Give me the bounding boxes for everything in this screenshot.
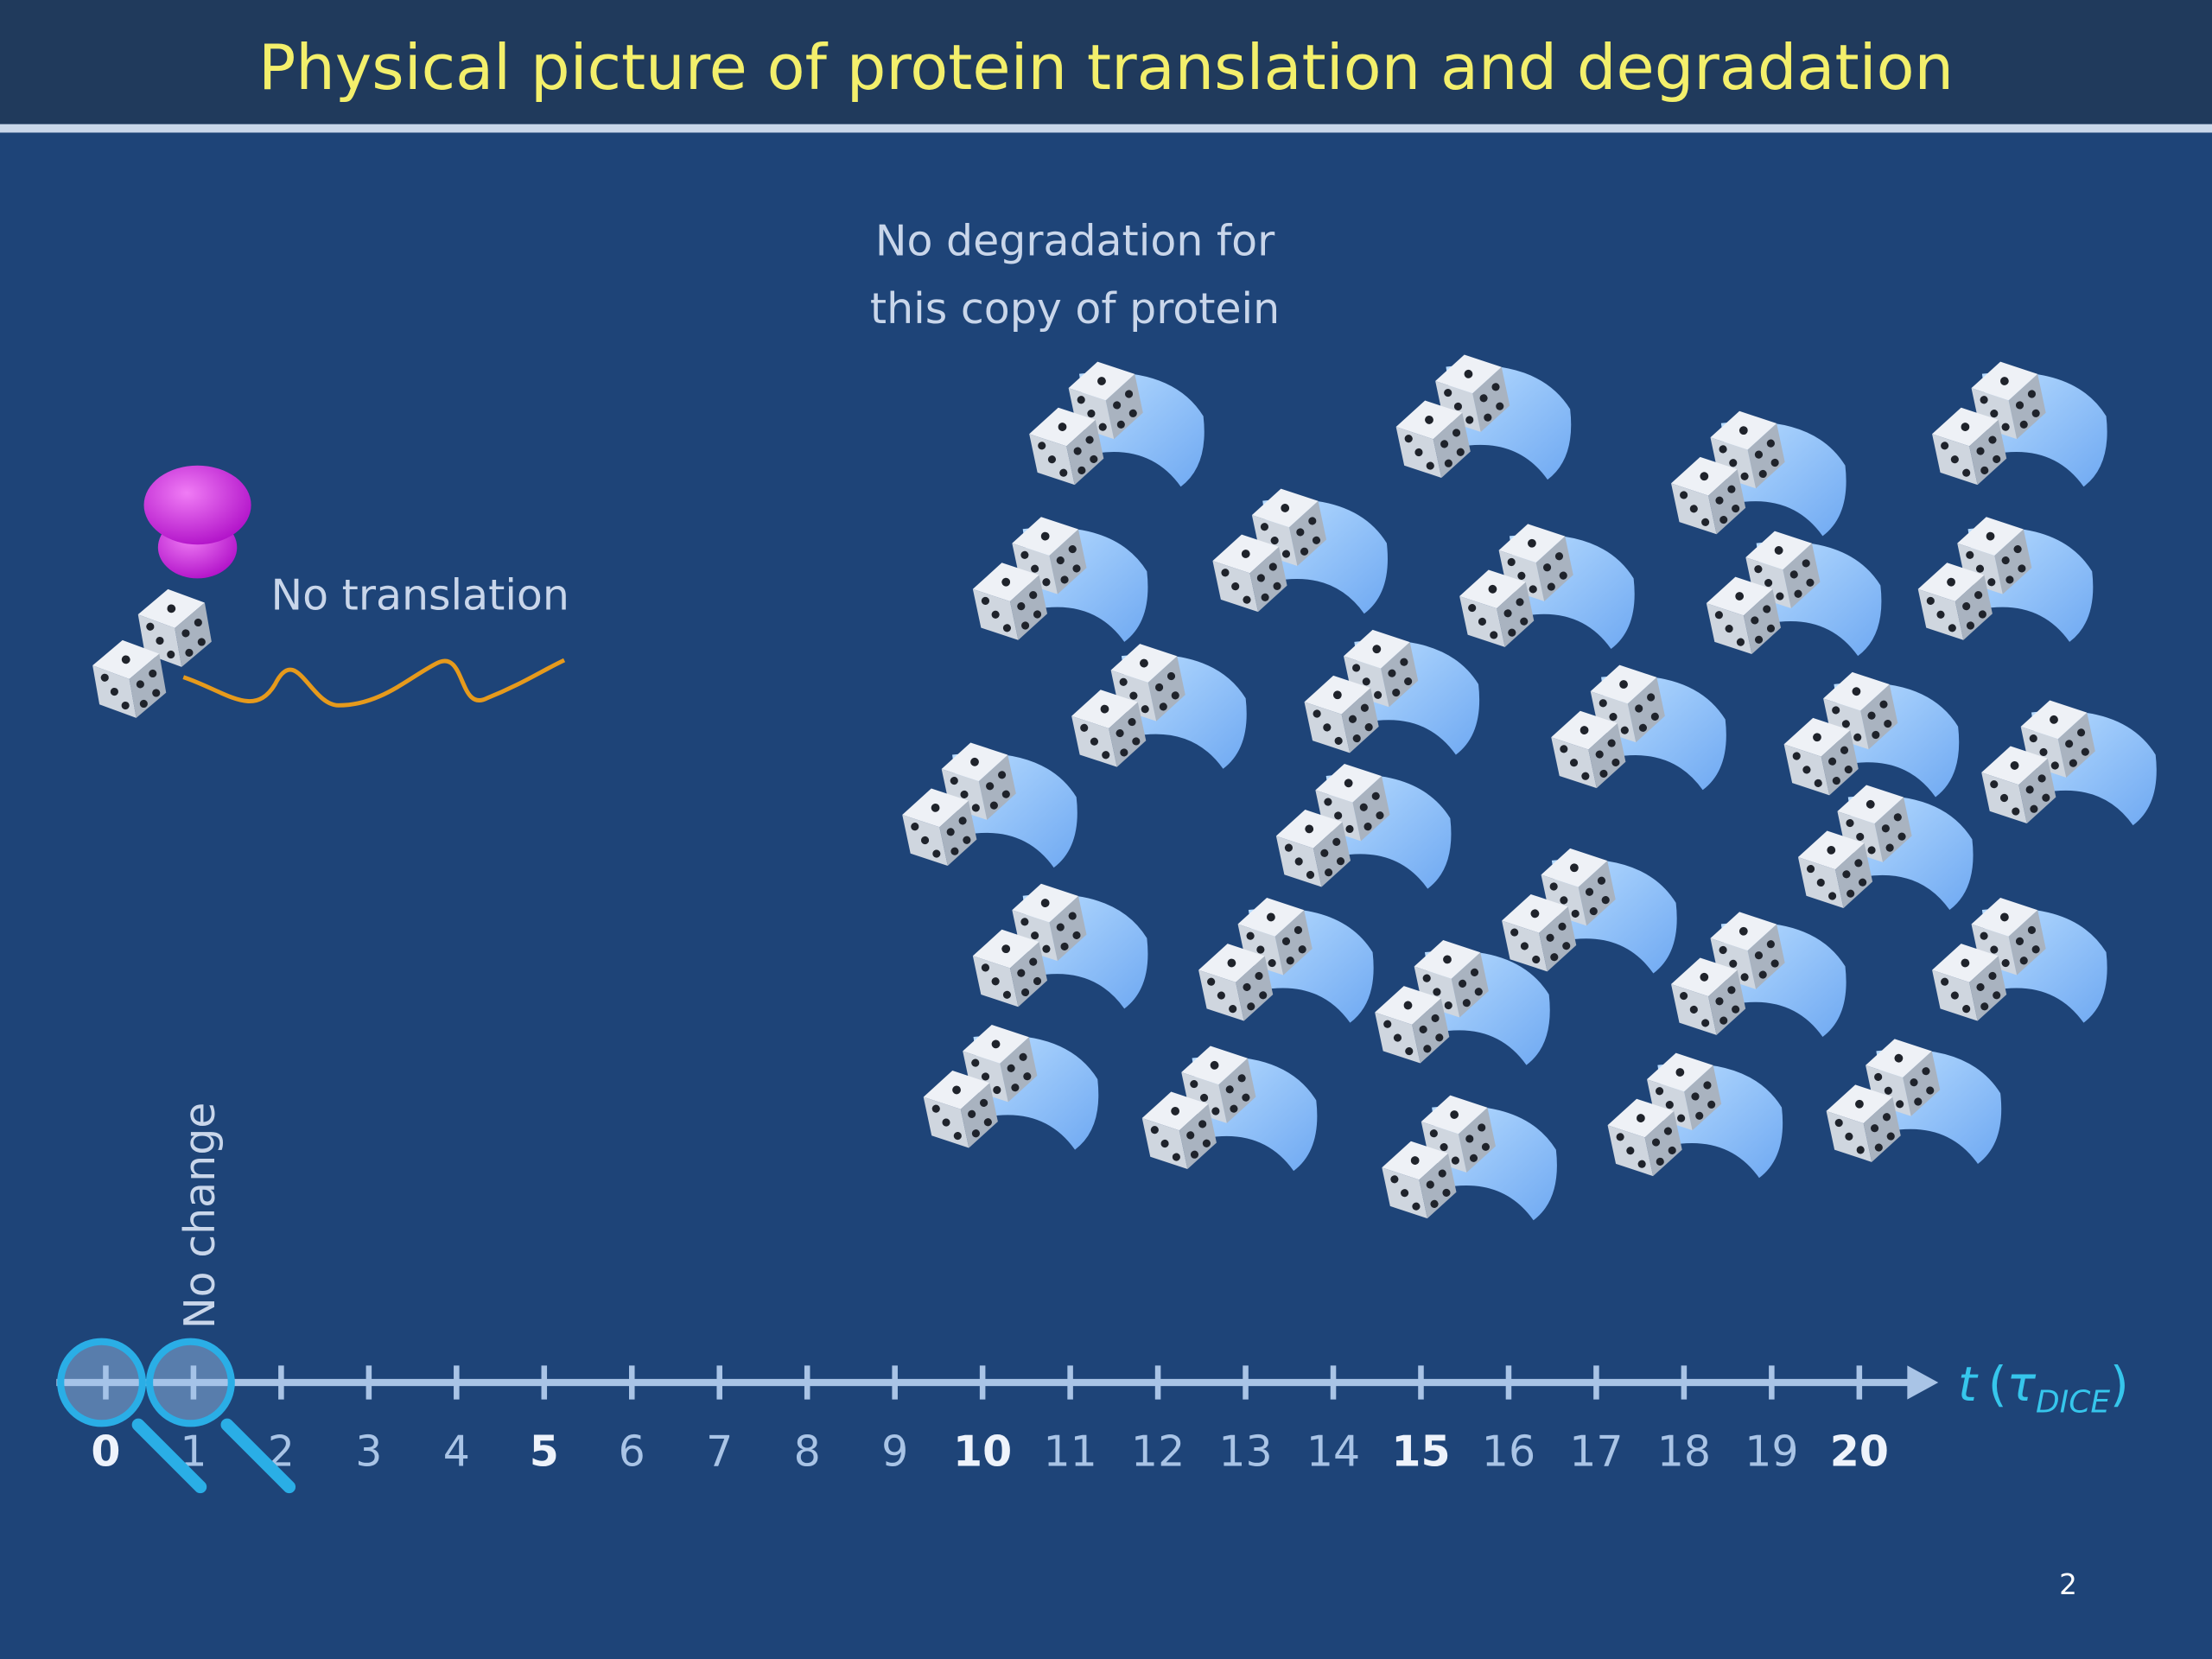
- axis-variable: t: [1958, 1357, 1979, 1413]
- axis-label: t (τDICE): [1958, 1357, 2129, 1420]
- tick-label: 20: [1830, 1427, 1889, 1476]
- axis-unit: τ: [2007, 1357, 2037, 1413]
- tick-label: 11: [1043, 1427, 1096, 1476]
- tick-label: 9: [881, 1427, 908, 1476]
- ribosome: [143, 465, 251, 579]
- annotation: No degradation for: [875, 217, 1275, 266]
- annotation: this copy of protein: [870, 284, 1280, 334]
- annotation: No translation: [270, 570, 569, 620]
- tick-label: 8: [794, 1427, 821, 1476]
- annotation: No change: [175, 1103, 225, 1329]
- ticks: 0 1 2 3 4 5 6 7 8 9 10 11 12 13 14 15 16 17 18 19 20: [91, 1365, 1889, 1476]
- tick-label: 0: [91, 1427, 120, 1476]
- tick-label: 3: [355, 1427, 382, 1476]
- page-number: 2: [2059, 1568, 2077, 1601]
- tick-label: 15: [1391, 1427, 1450, 1476]
- tick-label: 16: [1482, 1427, 1535, 1476]
- tick-label: 6: [619, 1427, 645, 1476]
- tick-label: 7: [706, 1427, 733, 1476]
- tick-label: 5: [530, 1427, 559, 1476]
- tick-label: 13: [1218, 1427, 1272, 1476]
- tick-label: 18: [1657, 1427, 1711, 1476]
- magnifiers: [57, 1338, 296, 1494]
- mrna: [182, 658, 566, 708]
- axis-subscript: DICE: [2036, 1384, 2110, 1420]
- axis-bracket: ): [2110, 1357, 2129, 1413]
- title: Physical picture of protein translation …: [258, 31, 1954, 104]
- tick-label: 14: [1306, 1427, 1360, 1476]
- tick-label: 17: [1569, 1427, 1623, 1476]
- tick-label: 10: [953, 1427, 1012, 1476]
- timeline-arrow: [1907, 1365, 1939, 1400]
- tick-label: 12: [1131, 1427, 1185, 1476]
- title-rule: [0, 124, 2212, 133]
- tick-label: 19: [1745, 1427, 1798, 1476]
- title-bar: [0, 0, 2212, 124]
- tick-label: 4: [443, 1427, 470, 1476]
- axis-bracket: (: [1988, 1357, 2007, 1413]
